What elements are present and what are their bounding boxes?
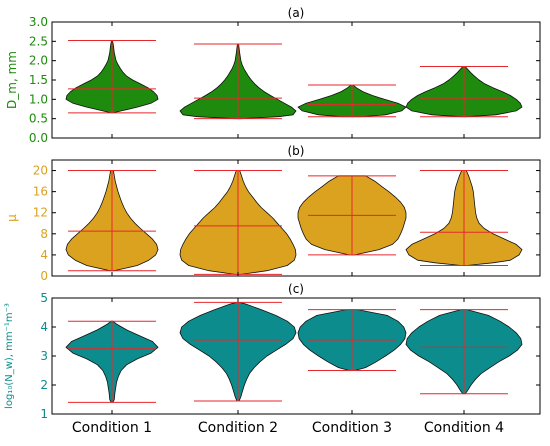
- y-tick-label: 0.5: [29, 112, 48, 126]
- y-tick-label: 2.5: [29, 34, 48, 48]
- x-category-label: Condition 4: [424, 420, 504, 436]
- y-axis-label: μ: [5, 214, 19, 222]
- y-tick-label: 12: [33, 206, 48, 220]
- y-tick-label: 8: [40, 227, 48, 241]
- y-tick-label: 4: [40, 248, 48, 262]
- y-tick-label: 2.0: [29, 54, 48, 68]
- y-tick-label: 3.0: [29, 15, 48, 29]
- y-tick-label: 3: [40, 349, 48, 363]
- y-tick-label: 2: [40, 378, 48, 392]
- y-tick-label: 16: [33, 185, 48, 199]
- y-tick-label: 5: [40, 291, 48, 305]
- y-tick-label: 1.0: [29, 92, 48, 106]
- panel-1: (a) 0.0 0.5 1.0 1.5 2.0 2.5 3.0 D_m, mm: [5, 6, 541, 145]
- panel-title: (c): [288, 282, 304, 296]
- panel-title: (a): [288, 6, 305, 20]
- y-tick-label: 0: [40, 269, 48, 283]
- y-tick-label: 20: [33, 164, 48, 178]
- panel-title: (b): [288, 144, 305, 158]
- panel-2: (b) 0 4 8 12 16 20 μ: [5, 144, 541, 283]
- x-category-label: Condition 3: [312, 420, 392, 436]
- x-category-label: Condition 2: [198, 420, 278, 436]
- y-tick-label: 1: [40, 407, 48, 421]
- x-category-label: Condition 1: [72, 420, 152, 436]
- y-tick-label: 4: [40, 320, 48, 334]
- y-tick-label: 0.0: [29, 131, 48, 145]
- y-axis-label: D_m, mm: [5, 51, 19, 109]
- panel-frame: [51, 159, 541, 277]
- y-axis-label: log₁₀(N_w), mm⁻¹m⁻³: [4, 303, 15, 409]
- panel-3: (c) 1 2 3 4 5 log₁₀(N_w), mm⁻¹m⁻³: [4, 282, 541, 421]
- y-tick-label: 1.5: [29, 73, 48, 87]
